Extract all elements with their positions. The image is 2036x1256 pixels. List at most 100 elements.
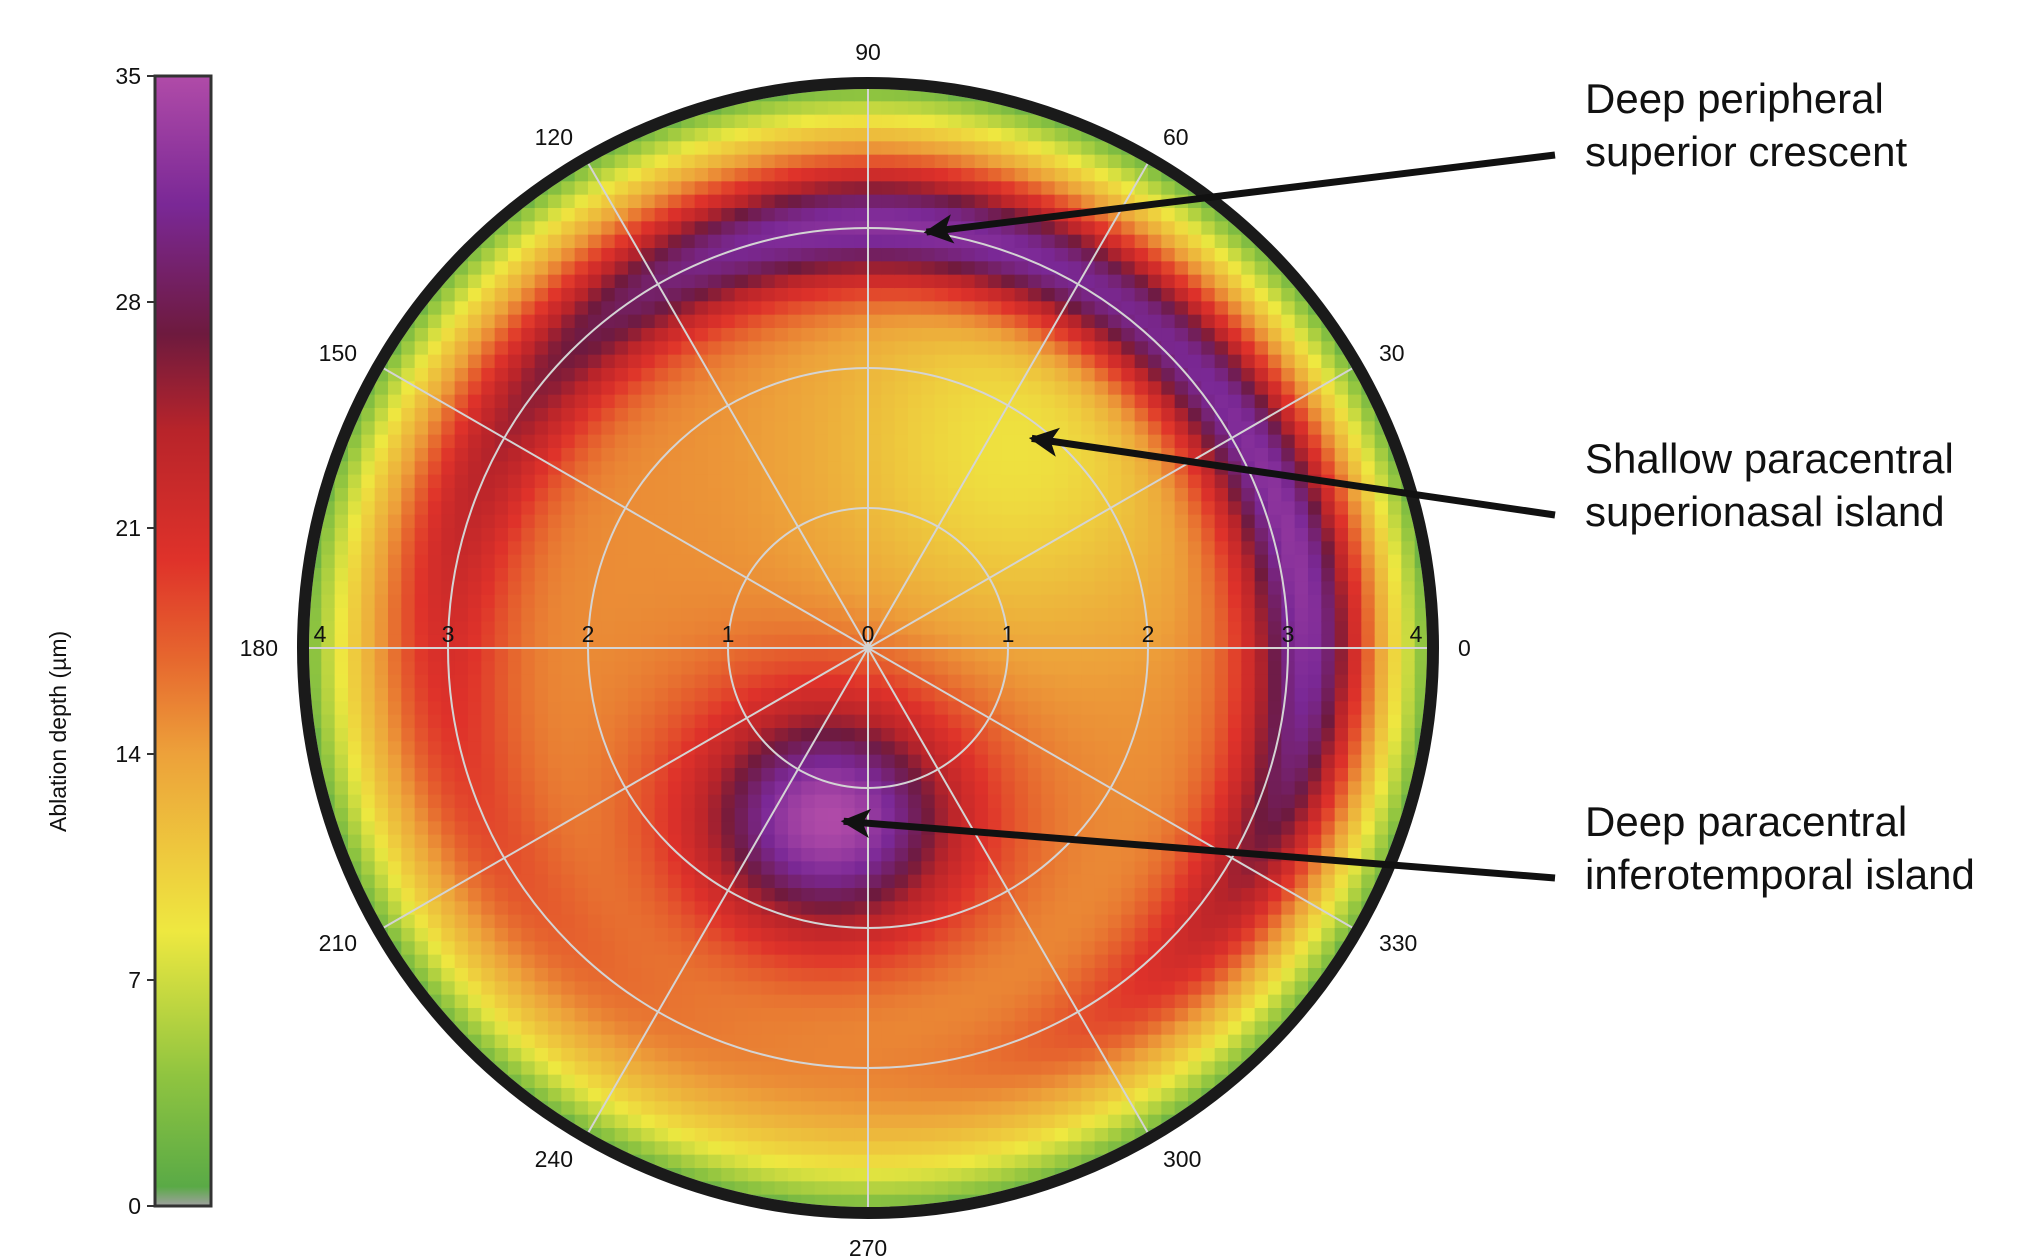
heatmap-cell	[1041, 714, 1056, 729]
heatmap-cell	[1134, 341, 1149, 356]
heatmap-cell	[974, 1168, 989, 1183]
heatmap-cell	[961, 768, 976, 783]
heatmap-cell	[814, 634, 829, 649]
heatmap-cell	[1214, 474, 1229, 489]
heatmap-cell	[1188, 288, 1203, 303]
heatmap-cell	[1161, 208, 1176, 223]
heatmap-cell	[508, 954, 523, 969]
heatmap-cell	[348, 581, 363, 596]
heatmap-cell	[894, 1048, 909, 1063]
heatmap-cell	[1188, 1088, 1203, 1103]
heatmap-cell	[1028, 248, 1043, 263]
heatmap-cell	[734, 168, 749, 183]
heatmap-cell	[654, 1061, 669, 1076]
heatmap-cell	[348, 474, 363, 489]
heatmap-cell	[601, 341, 616, 356]
heatmap-cell	[814, 234, 829, 249]
heatmap-cell	[881, 1048, 896, 1063]
heatmap-cell	[894, 234, 909, 249]
heatmap-cell	[628, 328, 643, 343]
heatmap-cell	[1148, 621, 1163, 636]
heatmap-cell	[1134, 874, 1149, 889]
heatmap-cell	[348, 594, 363, 609]
heatmap-cell	[561, 608, 576, 623]
heatmap-cell	[508, 408, 523, 423]
heatmap-cell	[908, 168, 923, 183]
heatmap-cell	[548, 1034, 563, 1049]
heatmap-cell	[841, 141, 856, 156]
heatmap-cell	[681, 288, 696, 303]
heatmap-cell	[788, 461, 803, 476]
heatmap-cell	[1001, 168, 1016, 183]
heatmap-cell	[401, 861, 416, 876]
heatmap-cell	[508, 634, 523, 649]
heatmap-cell	[548, 954, 563, 969]
heatmap-cell	[774, 354, 789, 369]
heatmap-cell	[801, 661, 816, 676]
heatmap-cell	[934, 1141, 949, 1156]
heatmap-cell	[614, 1021, 629, 1036]
heatmap-cell	[1134, 474, 1149, 489]
heatmap-cell	[1041, 968, 1056, 983]
heatmap-cell	[828, 1034, 843, 1049]
heatmap-cell	[841, 368, 856, 383]
heatmap-cell	[1161, 648, 1176, 663]
heatmap-cell	[468, 288, 483, 303]
heatmap-cell	[814, 1168, 829, 1183]
heatmap-cell	[948, 314, 963, 329]
heatmap-cell	[654, 528, 669, 543]
heatmap-cell	[641, 1048, 656, 1063]
heatmap-cell	[1134, 501, 1149, 516]
heatmap-cell	[454, 301, 469, 316]
heatmap-cell	[588, 821, 603, 836]
heatmap-cell	[561, 234, 576, 249]
heatmap-cell	[1201, 928, 1216, 943]
heatmap-cell	[681, 1034, 696, 1049]
heatmap-cell	[1081, 648, 1096, 663]
heatmap-cell	[1174, 314, 1189, 329]
heatmap-cell	[1134, 728, 1149, 743]
heatmap-cell	[534, 488, 549, 503]
heatmap-cell	[628, 914, 643, 929]
heatmap-cell	[521, 221, 536, 236]
heatmap-cell	[321, 514, 336, 529]
heatmap-cell	[441, 381, 456, 396]
heatmap-cell	[814, 754, 829, 769]
heatmap-cell	[934, 1114, 949, 1129]
heatmap-cell	[668, 208, 683, 223]
heatmap-cell	[521, 248, 536, 263]
heatmap-cell	[894, 994, 909, 1009]
heatmap-cell	[961, 541, 976, 556]
heatmap-cell	[1214, 368, 1229, 383]
heatmap-cell	[641, 754, 656, 769]
heatmap-cell	[708, 154, 723, 169]
heatmap-cell	[894, 194, 909, 209]
heatmap-cell	[828, 181, 843, 196]
heatmap-cell	[841, 554, 856, 569]
heatmap-cell	[1201, 208, 1216, 223]
heatmap-cell	[961, 488, 976, 503]
heatmap-cell	[1001, 368, 1016, 383]
heatmap-cell	[468, 1021, 483, 1036]
heatmap-cell	[401, 554, 416, 569]
heatmap-cell	[788, 1074, 803, 1089]
heatmap-cell	[1108, 461, 1123, 476]
heatmap-cell	[881, 194, 896, 209]
heatmap-cell	[1001, 1154, 1016, 1169]
heatmap-cell	[788, 1141, 803, 1156]
heatmap-cell	[1001, 581, 1016, 596]
heatmap-cell	[588, 381, 603, 396]
heatmap-cell	[1081, 448, 1096, 463]
heatmap-cell	[814, 994, 829, 1009]
heatmap-cell	[1001, 1128, 1016, 1143]
heatmap-cell	[428, 501, 443, 516]
heatmap-cell	[641, 1141, 656, 1156]
heatmap-cell	[1188, 434, 1203, 449]
heatmap-cell	[534, 714, 549, 729]
heatmap-cell	[974, 954, 989, 969]
heatmap-cell	[721, 528, 736, 543]
heatmap-cell	[988, 768, 1003, 783]
heatmap-cell	[908, 234, 923, 249]
heatmap-cell	[841, 714, 856, 729]
heatmap-cell	[788, 1088, 803, 1103]
